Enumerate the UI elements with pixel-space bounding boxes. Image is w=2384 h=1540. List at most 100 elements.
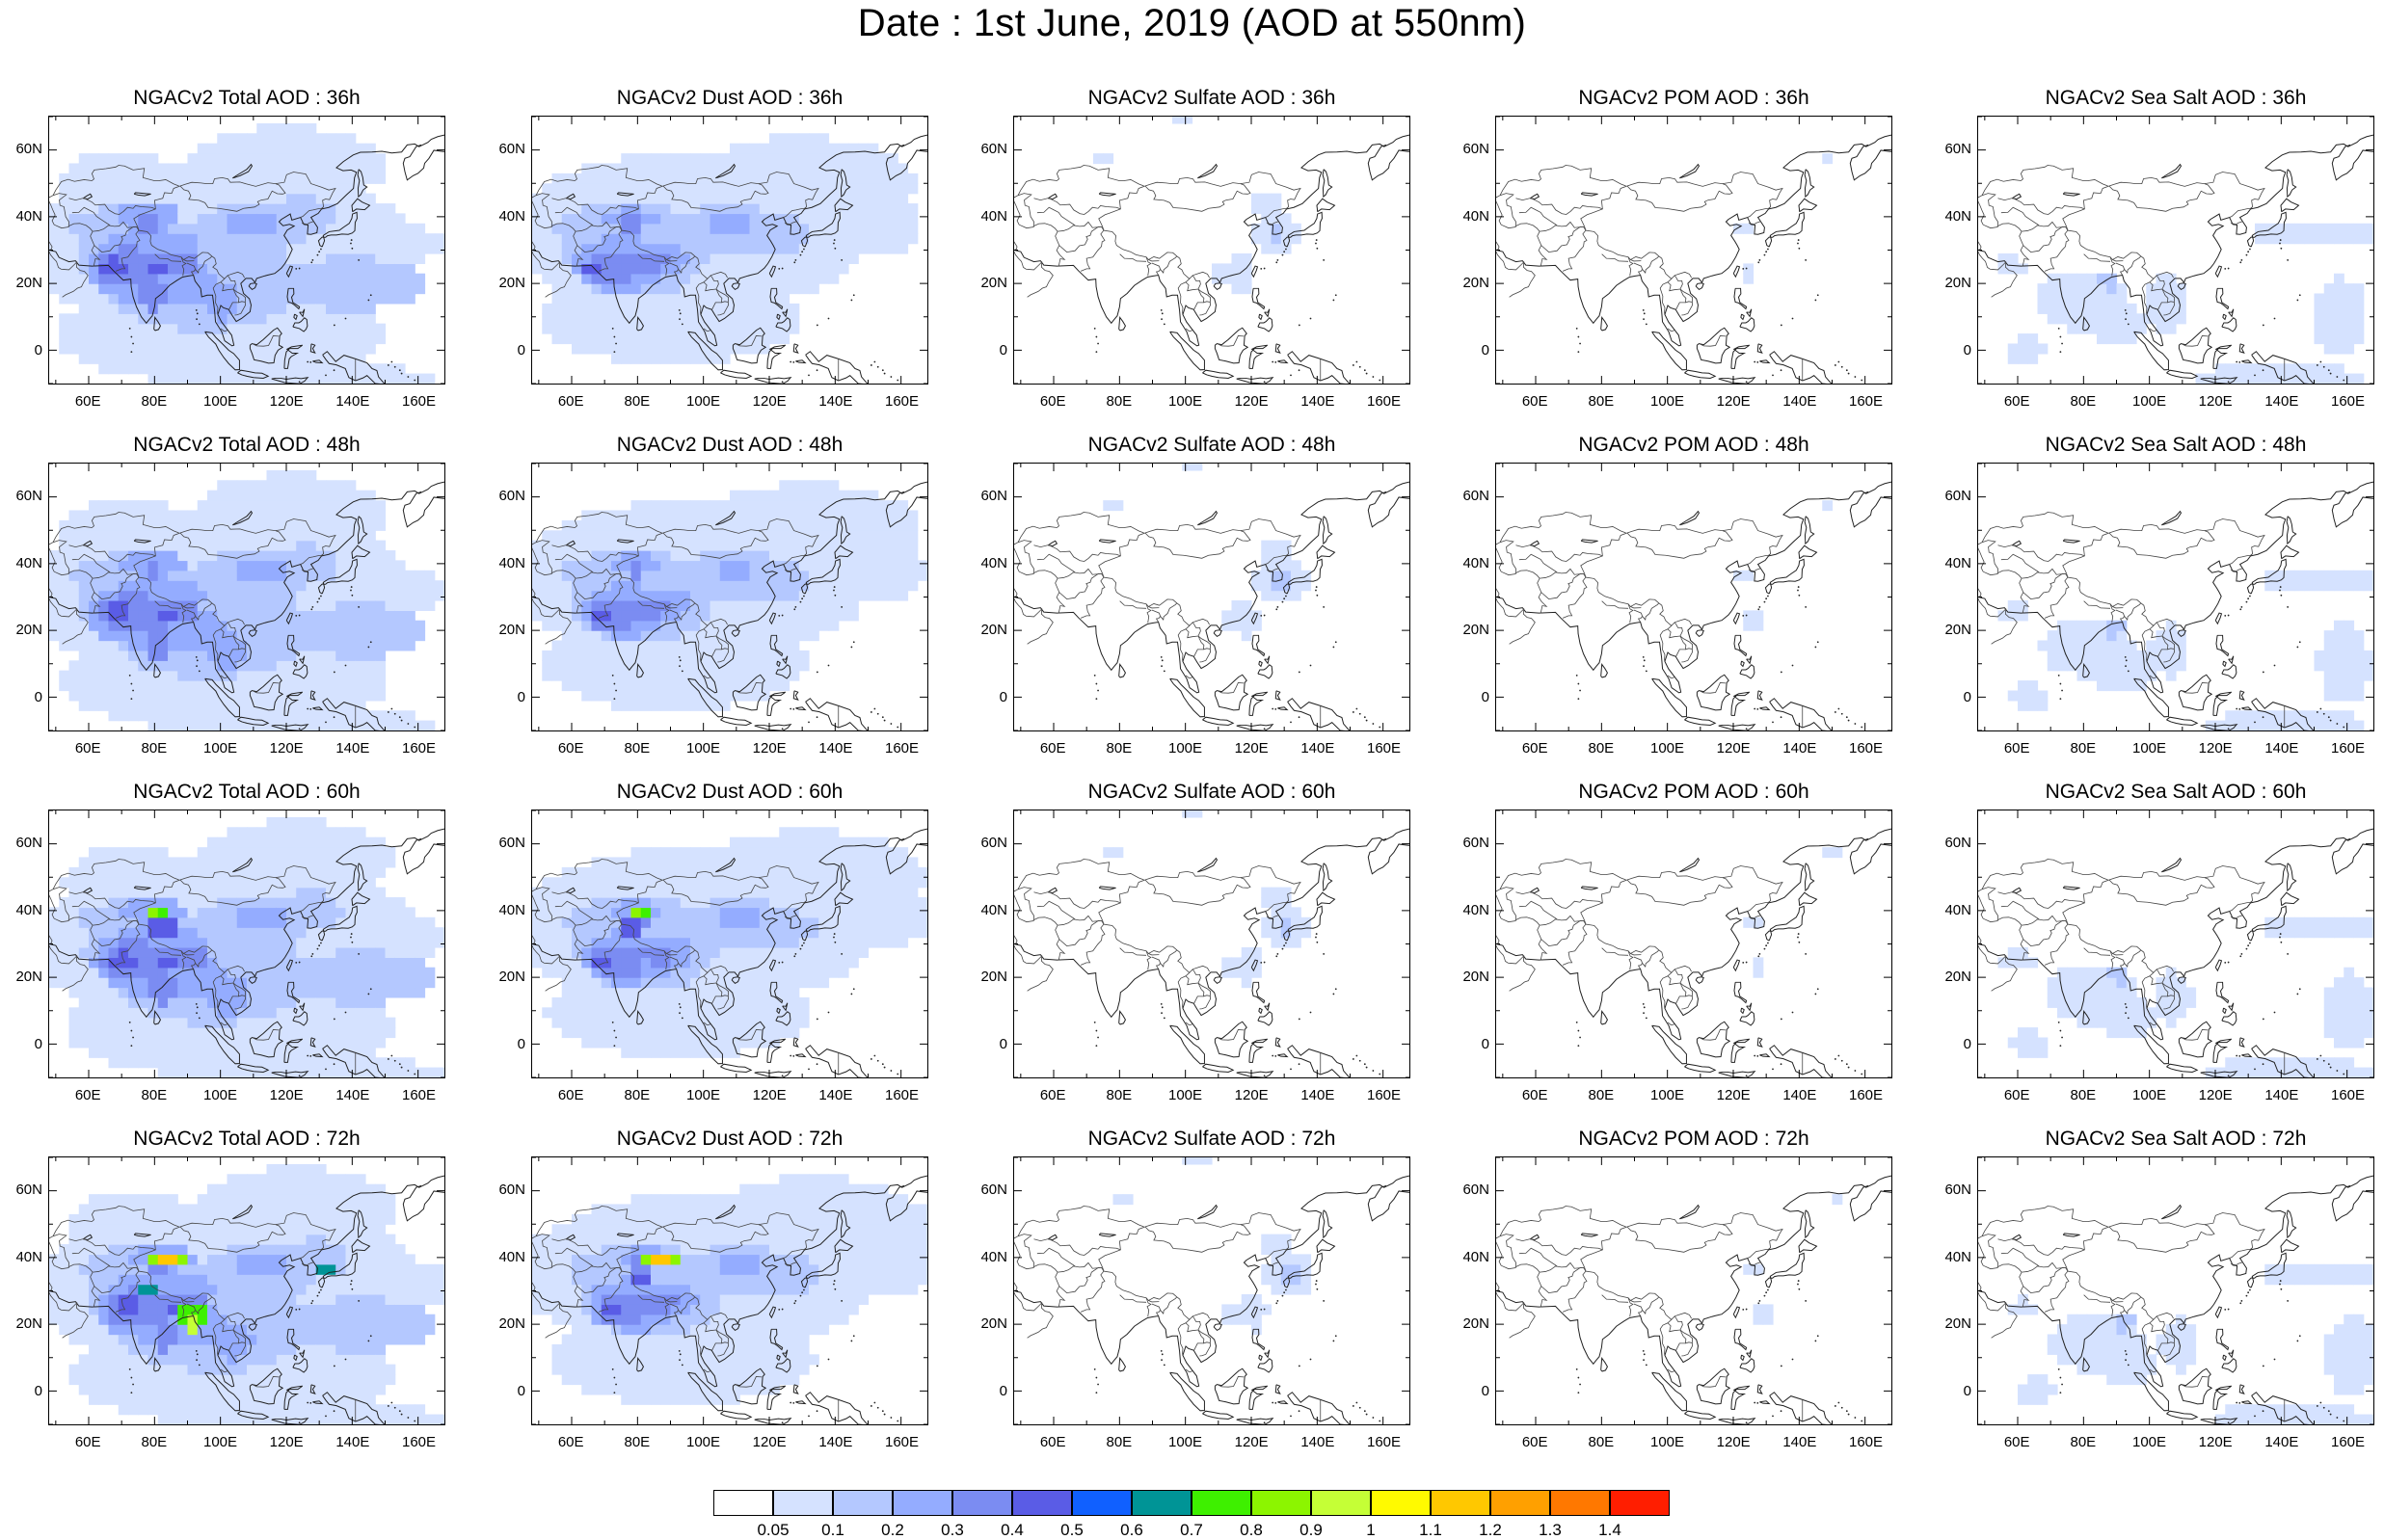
- lon-tick-label: 120E: [2186, 1434, 2244, 1450]
- panel-title: NGACv2 Sea Salt AOD : 48h: [1977, 434, 2374, 457]
- panel-title: NGACv2 Total AOD : 48h: [48, 434, 445, 457]
- map-canvas: [1978, 810, 2373, 1077]
- tick-marks: [1014, 464, 1409, 730]
- lat-tick-label: 0: [473, 689, 525, 705]
- lon-tick-label: 140E: [2253, 740, 2311, 757]
- lon-tick-label: 140E: [2253, 1434, 2311, 1450]
- lat-tick-label: 0: [1919, 1383, 1971, 1399]
- colorbar-label: 0.4: [993, 1521, 1031, 1540]
- lon-tick-label: 60E: [1988, 1087, 2046, 1103]
- lat-tick-label: 40N: [1437, 208, 1489, 225]
- lon-tick-label: 60E: [1024, 393, 1082, 410]
- lon-tick-label: 80E: [1572, 393, 1630, 410]
- panel-title: NGACv2 Dust AOD : 60h: [531, 781, 928, 804]
- map-canvas: [1978, 1157, 2373, 1424]
- lon-tick-label: 100E: [1157, 1087, 1215, 1103]
- lon-tick-label: 80E: [1090, 740, 1148, 757]
- lon-tick-label: 120E: [1222, 740, 1280, 757]
- lat-tick-label: 60N: [473, 141, 525, 157]
- lat-tick-label: 0: [955, 1383, 1007, 1399]
- lat-tick-label: 20N: [955, 969, 1007, 985]
- lon-tick-label: 60E: [1988, 740, 2046, 757]
- lon-tick-label: 160E: [2319, 1434, 2377, 1450]
- lon-tick-label: 60E: [1506, 393, 1564, 410]
- lat-tick-label: 0: [1919, 689, 1971, 705]
- lon-tick-label: 120E: [2186, 393, 2244, 410]
- map-frame: [1013, 1156, 1410, 1425]
- lat-tick-label: 60N: [473, 1182, 525, 1198]
- map-frame: [48, 463, 445, 731]
- map-canvas: [1496, 117, 1891, 384]
- lon-tick-label: 120E: [1704, 1087, 1762, 1103]
- panel-title: NGACv2 POM AOD : 72h: [1495, 1128, 1892, 1151]
- map-canvas: [1496, 464, 1891, 730]
- lat-tick-label: 60N: [1437, 141, 1489, 157]
- lat-tick-label: 0: [1919, 342, 1971, 358]
- lon-tick-label: 60E: [59, 740, 117, 757]
- lon-tick-label: 60E: [1024, 740, 1082, 757]
- lon-tick-label: 160E: [1837, 1087, 1895, 1103]
- map-frame: [1977, 463, 2374, 731]
- lat-tick-label: 20N: [0, 622, 42, 638]
- lon-tick-label: 100E: [1157, 740, 1215, 757]
- colorbar-label: 1.3: [1531, 1521, 1569, 1540]
- lon-tick-label: 120E: [257, 393, 315, 410]
- lon-tick-label: 100E: [675, 393, 733, 410]
- colorbar-label: 1: [1352, 1521, 1390, 1540]
- lon-tick-label: 80E: [1572, 740, 1630, 757]
- lon-tick-label: 160E: [390, 393, 448, 410]
- lat-tick-label: 20N: [1919, 275, 1971, 291]
- lon-tick-label: 140E: [1771, 1087, 1829, 1103]
- lat-tick-label: 40N: [1919, 208, 1971, 225]
- coastlines: [1496, 829, 1891, 1077]
- lon-tick-label: 60E: [542, 1434, 600, 1450]
- map-frame: [531, 116, 928, 385]
- lon-tick-label: 80E: [1572, 1434, 1630, 1450]
- colorbar-label: 0.9: [1292, 1521, 1330, 1540]
- colorbar-swatch: [713, 1490, 773, 1516]
- lon-tick-label: 60E: [1988, 1434, 2046, 1450]
- colorbar-swatch: [1371, 1490, 1431, 1516]
- map-frame: [1013, 116, 1410, 385]
- lat-tick-label: 20N: [1437, 622, 1489, 638]
- lon-tick-label: 120E: [1222, 1087, 1280, 1103]
- map-frame: [1977, 1156, 2374, 1425]
- tick-marks: [1014, 117, 1409, 384]
- colorbar-label: 0.1: [814, 1521, 852, 1540]
- lat-tick-label: 20N: [0, 1315, 42, 1332]
- lon-tick-label: 100E: [2121, 1434, 2179, 1450]
- lon-tick-label: 140E: [1771, 393, 1829, 410]
- colorbar-swatch: [952, 1490, 1012, 1516]
- lon-tick-label: 100E: [192, 740, 250, 757]
- panel-title: NGACv2 Total AOD : 60h: [48, 781, 445, 804]
- colorbar-label: 1.2: [1471, 1521, 1510, 1540]
- map-canvas: [49, 1157, 444, 1424]
- lat-tick-label: 60N: [1437, 488, 1489, 504]
- lat-tick-label: 40N: [955, 555, 1007, 571]
- lat-tick-label: 40N: [473, 1249, 525, 1265]
- colorbar-label: 1.4: [1591, 1521, 1629, 1540]
- lat-tick-label: 0: [473, 342, 525, 358]
- lon-tick-label: 80E: [1090, 393, 1148, 410]
- colorbar-swatch: [893, 1490, 952, 1516]
- lat-tick-label: 0: [1437, 1383, 1489, 1399]
- lat-tick-label: 60N: [1437, 835, 1489, 851]
- panel-title: NGACv2 Sulfate AOD : 72h: [1013, 1128, 1410, 1151]
- lat-tick-label: 40N: [1437, 555, 1489, 571]
- lon-tick-label: 160E: [2319, 393, 2377, 410]
- panel-title: NGACv2 POM AOD : 36h: [1495, 87, 1892, 110]
- lon-tick-label: 60E: [1506, 1434, 1564, 1450]
- lon-tick-label: 80E: [125, 1434, 183, 1450]
- map-canvas: [1496, 810, 1891, 1077]
- lon-tick-label: 100E: [1639, 1434, 1697, 1450]
- lon-tick-label: 60E: [1506, 740, 1564, 757]
